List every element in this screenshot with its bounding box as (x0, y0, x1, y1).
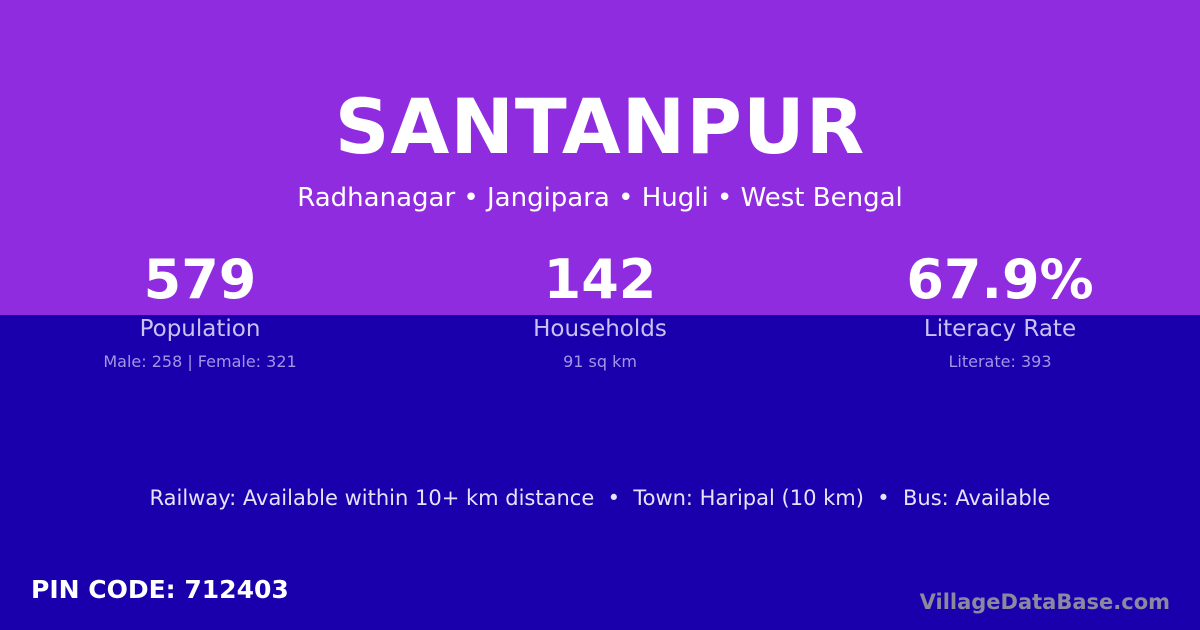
stat-value: 579 (143, 248, 257, 311)
location-breadcrumb: Radhanagar • Jangipara • Hugli • West Be… (297, 183, 903, 213)
stat-households: 142 Households 91 sq km (400, 248, 800, 372)
connectivity-info: Railway: Available within 10+ km distanc… (149, 486, 1051, 510)
stat-label: Literacy Rate (923, 316, 1077, 342)
stat-value: 67.9% (906, 248, 1094, 311)
stat-value: 142 (543, 248, 657, 311)
village-name: SANTANPUR (334, 82, 866, 171)
header-band (0, 0, 1200, 315)
stat-label: Households (533, 316, 667, 342)
pin-code: PIN CODE: 712403 (31, 575, 289, 604)
stat-label: Population (139, 316, 261, 342)
stat-literacy: 67.9% Literacy Rate Literate: 393 (800, 248, 1200, 372)
stat-detail: 91 sq km (563, 352, 637, 371)
watermark: VillageDataBase.com (919, 590, 1170, 614)
stat-detail: Male: 258 | Female: 321 (103, 352, 297, 371)
stat-detail: Literate: 393 (948, 352, 1052, 371)
stat-population: 579 Population Male: 258 | Female: 321 (0, 248, 400, 372)
